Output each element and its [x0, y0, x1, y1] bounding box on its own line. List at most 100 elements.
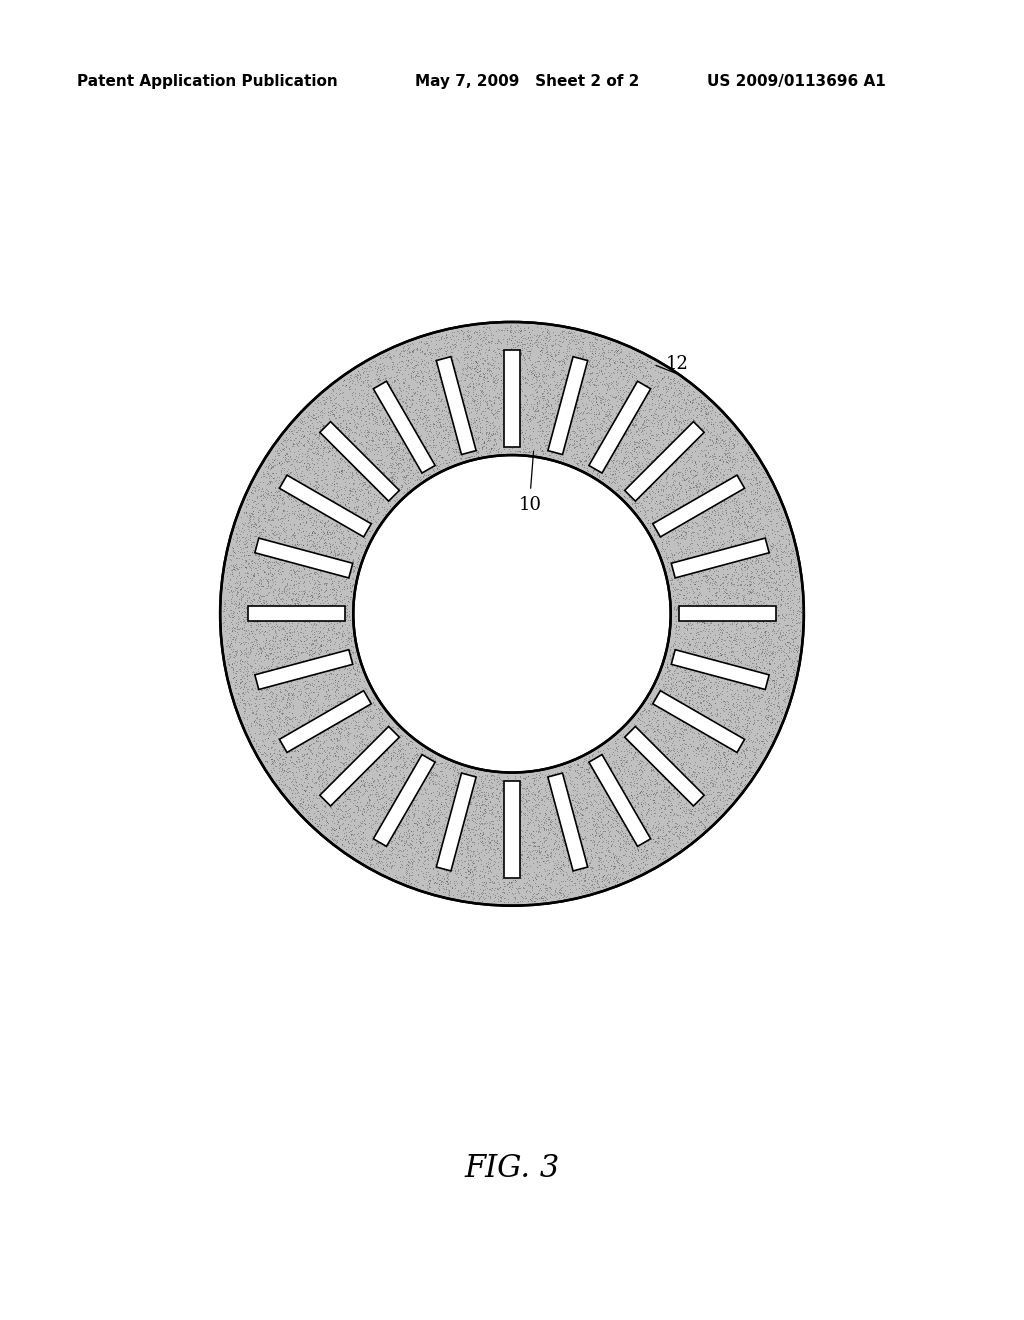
- Point: [568, 397, 585, 418]
- Point: [299, 445, 315, 466]
- Point: [236, 634, 252, 655]
- Point: [591, 362, 607, 383]
- Point: [648, 494, 665, 515]
- Point: [553, 779, 569, 800]
- Point: [378, 368, 394, 389]
- Point: [439, 437, 456, 458]
- Point: [293, 409, 309, 430]
- Point: [264, 523, 281, 544]
- Point: [605, 362, 622, 383]
- Point: [366, 478, 382, 499]
- Point: [434, 326, 451, 347]
- Point: [257, 671, 273, 692]
- Point: [328, 766, 344, 787]
- Point: [568, 391, 585, 412]
- Point: [542, 445, 558, 466]
- Point: [466, 858, 482, 879]
- Point: [424, 413, 440, 434]
- Point: [381, 428, 397, 449]
- Point: [380, 486, 396, 507]
- Point: [677, 660, 693, 681]
- Point: [486, 879, 503, 900]
- Point: [727, 651, 743, 672]
- Point: [384, 830, 400, 851]
- Point: [542, 817, 558, 838]
- Point: [454, 426, 470, 447]
- Point: [243, 590, 259, 611]
- Point: [409, 409, 425, 430]
- Point: [791, 597, 807, 618]
- Point: [422, 770, 438, 791]
- Point: [614, 424, 631, 445]
- Point: [336, 370, 352, 391]
- Point: [652, 818, 669, 840]
- Point: [643, 690, 659, 711]
- Point: [267, 507, 284, 528]
- Point: [668, 675, 684, 696]
- Point: [684, 680, 700, 701]
- Point: [476, 879, 493, 900]
- Point: [255, 545, 271, 566]
- Point: [391, 755, 408, 776]
- Point: [400, 422, 417, 444]
- Point: [300, 711, 316, 733]
- Point: [613, 817, 630, 838]
- Point: [338, 693, 354, 714]
- Point: [474, 381, 490, 403]
- Point: [402, 859, 419, 880]
- Point: [265, 587, 282, 609]
- Point: [317, 742, 334, 763]
- Point: [467, 403, 483, 424]
- Point: [686, 591, 702, 612]
- Point: [279, 671, 295, 692]
- Point: [731, 504, 748, 525]
- Point: [570, 763, 587, 784]
- Point: [316, 722, 333, 743]
- Point: [255, 601, 271, 622]
- Point: [412, 374, 428, 395]
- Point: [751, 678, 767, 700]
- Point: [341, 774, 357, 795]
- Point: [578, 854, 594, 875]
- Point: [669, 440, 685, 461]
- Point: [519, 890, 536, 911]
- Point: [753, 643, 769, 664]
- Point: [367, 503, 383, 524]
- Point: [295, 602, 311, 623]
- Point: [388, 774, 404, 795]
- Point: [521, 442, 538, 463]
- Point: [738, 711, 755, 733]
- Point: [583, 824, 599, 845]
- Point: [708, 648, 724, 669]
- Point: [565, 812, 582, 833]
- Point: [353, 729, 370, 750]
- Point: [524, 399, 541, 420]
- Point: [487, 826, 504, 847]
- Point: [244, 655, 260, 676]
- Point: [537, 777, 553, 799]
- Point: [480, 826, 497, 847]
- Point: [743, 455, 760, 477]
- Point: [335, 698, 351, 719]
- Point: [297, 738, 313, 759]
- Point: [325, 436, 341, 457]
- Point: [352, 792, 369, 813]
- Point: [304, 566, 321, 587]
- Point: [342, 581, 358, 602]
- Point: [522, 783, 539, 804]
- Point: [334, 777, 350, 799]
- Point: [634, 812, 650, 833]
- Point: [653, 797, 670, 818]
- Point: [583, 784, 599, 805]
- Point: [622, 788, 638, 809]
- Point: [244, 483, 260, 504]
- Point: [771, 696, 787, 717]
- Point: [300, 525, 316, 546]
- Point: [449, 789, 465, 810]
- Point: [366, 491, 382, 512]
- Point: [671, 618, 687, 639]
- Point: [359, 467, 376, 488]
- Point: [644, 395, 660, 416]
- Point: [278, 752, 294, 774]
- Point: [625, 469, 641, 490]
